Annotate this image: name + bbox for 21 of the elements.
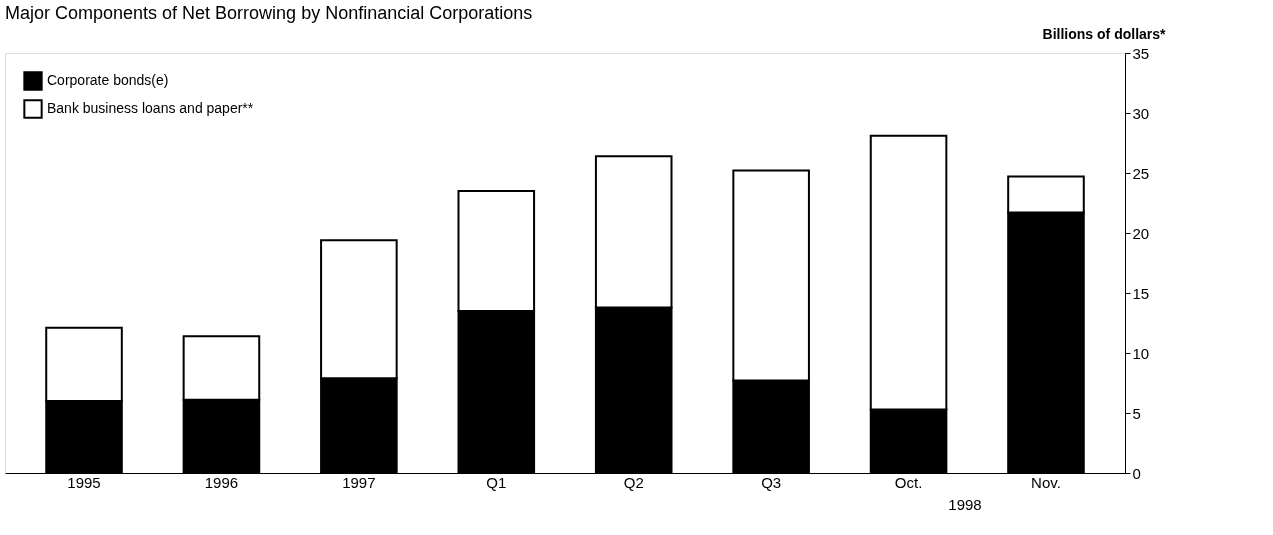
x-tick-label: Oct. bbox=[894, 473, 923, 491]
y-tick-label: 5 bbox=[1132, 404, 1141, 422]
x-tick-label: 1995 bbox=[67, 473, 101, 491]
y-tick-label: 15 bbox=[1132, 284, 1150, 302]
y-tick-label: 25 bbox=[1132, 164, 1150, 182]
y-tick-label: 0 bbox=[1132, 464, 1141, 482]
legend-label: Corporate bonds(e) bbox=[47, 72, 169, 88]
x-tick-label: Q2 bbox=[623, 473, 644, 491]
x-tick-label: 1997 bbox=[342, 473, 376, 491]
x-tick-label: Q1 bbox=[486, 473, 507, 491]
chart-title: Major Components of Net Borrowing by Nonfinancial Corporations bbox=[5, 3, 533, 23]
text: 1998 bbox=[948, 496, 982, 513]
x-tick-label: 1996 bbox=[204, 473, 239, 491]
y-tick-label: 35 bbox=[1132, 44, 1150, 62]
y-axis-title: Billions of dollars* bbox=[1042, 25, 1167, 42]
y-tick-label: 20 bbox=[1132, 224, 1150, 242]
y-tick-label: 30 bbox=[1132, 104, 1150, 122]
legend-label: Bank business loans and paper** bbox=[47, 100, 254, 116]
y-tick-label: 10 bbox=[1132, 344, 1150, 362]
x-tick-label: Q3 bbox=[761, 473, 782, 491]
x-tick-label: Nov. bbox=[1031, 473, 1061, 491]
